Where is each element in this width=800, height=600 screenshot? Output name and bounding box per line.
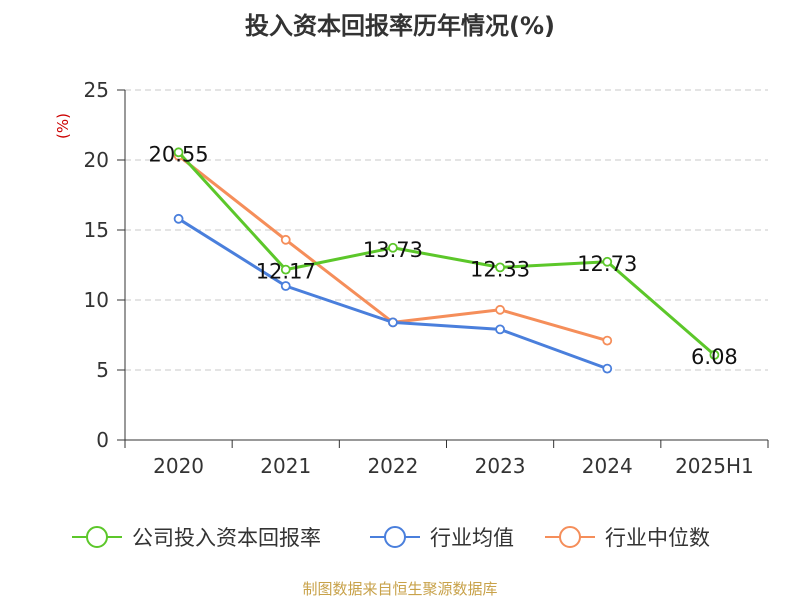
data-point bbox=[388, 317, 398, 328]
data-point bbox=[495, 262, 505, 273]
legend-marker bbox=[86, 526, 108, 548]
x-tick-label: 2025H1 bbox=[675, 454, 754, 478]
legend-marker bbox=[559, 526, 581, 548]
y-tick-label: 5 bbox=[96, 358, 109, 382]
x-tick-label: 2022 bbox=[367, 454, 418, 478]
data-point bbox=[495, 304, 505, 315]
legend-label: 行业均值 bbox=[430, 526, 514, 550]
data-point bbox=[173, 213, 184, 224]
x-tick-label: 2023 bbox=[475, 454, 526, 478]
legend-label: 公司投入资本回报率 bbox=[132, 526, 321, 550]
data-point bbox=[388, 242, 398, 253]
data-point bbox=[173, 147, 184, 158]
y-tick-label: 20 bbox=[84, 148, 109, 172]
chart-title: 投入资本回报率历年情况(%) bbox=[245, 12, 555, 40]
data-label: 12.17 bbox=[256, 260, 316, 284]
data-point bbox=[709, 349, 720, 360]
data-point bbox=[280, 234, 291, 245]
y-tick-label: 10 bbox=[84, 288, 109, 312]
x-tick-label: 2020 bbox=[153, 454, 204, 478]
legend-marker bbox=[384, 526, 406, 548]
x-tick-label: 2021 bbox=[260, 454, 311, 478]
y-tick-label: 25 bbox=[84, 78, 109, 102]
data-point bbox=[602, 335, 613, 346]
data-label: 12.33 bbox=[470, 257, 530, 281]
y-tick-label: 0 bbox=[96, 428, 109, 452]
source-note: 制图数据来自恒生聚源数据库 bbox=[302, 580, 498, 598]
x-tick-label: 2024 bbox=[582, 454, 633, 478]
y-tick-label: 15 bbox=[84, 218, 109, 242]
data-point bbox=[280, 281, 291, 291]
series-line-1 bbox=[177, 151, 716, 357]
data-label: 13.73 bbox=[363, 238, 423, 262]
legend-label: 行业中位数 bbox=[605, 526, 710, 550]
data-point bbox=[495, 324, 505, 335]
data-label: 6.08 bbox=[691, 345, 738, 369]
data-label: 20.55 bbox=[149, 142, 209, 166]
data-point bbox=[602, 363, 613, 374]
data-point bbox=[280, 264, 291, 275]
y-axis-label: (%) bbox=[54, 113, 72, 139]
data-label: 12.73 bbox=[577, 252, 637, 276]
data-point bbox=[602, 256, 613, 267]
